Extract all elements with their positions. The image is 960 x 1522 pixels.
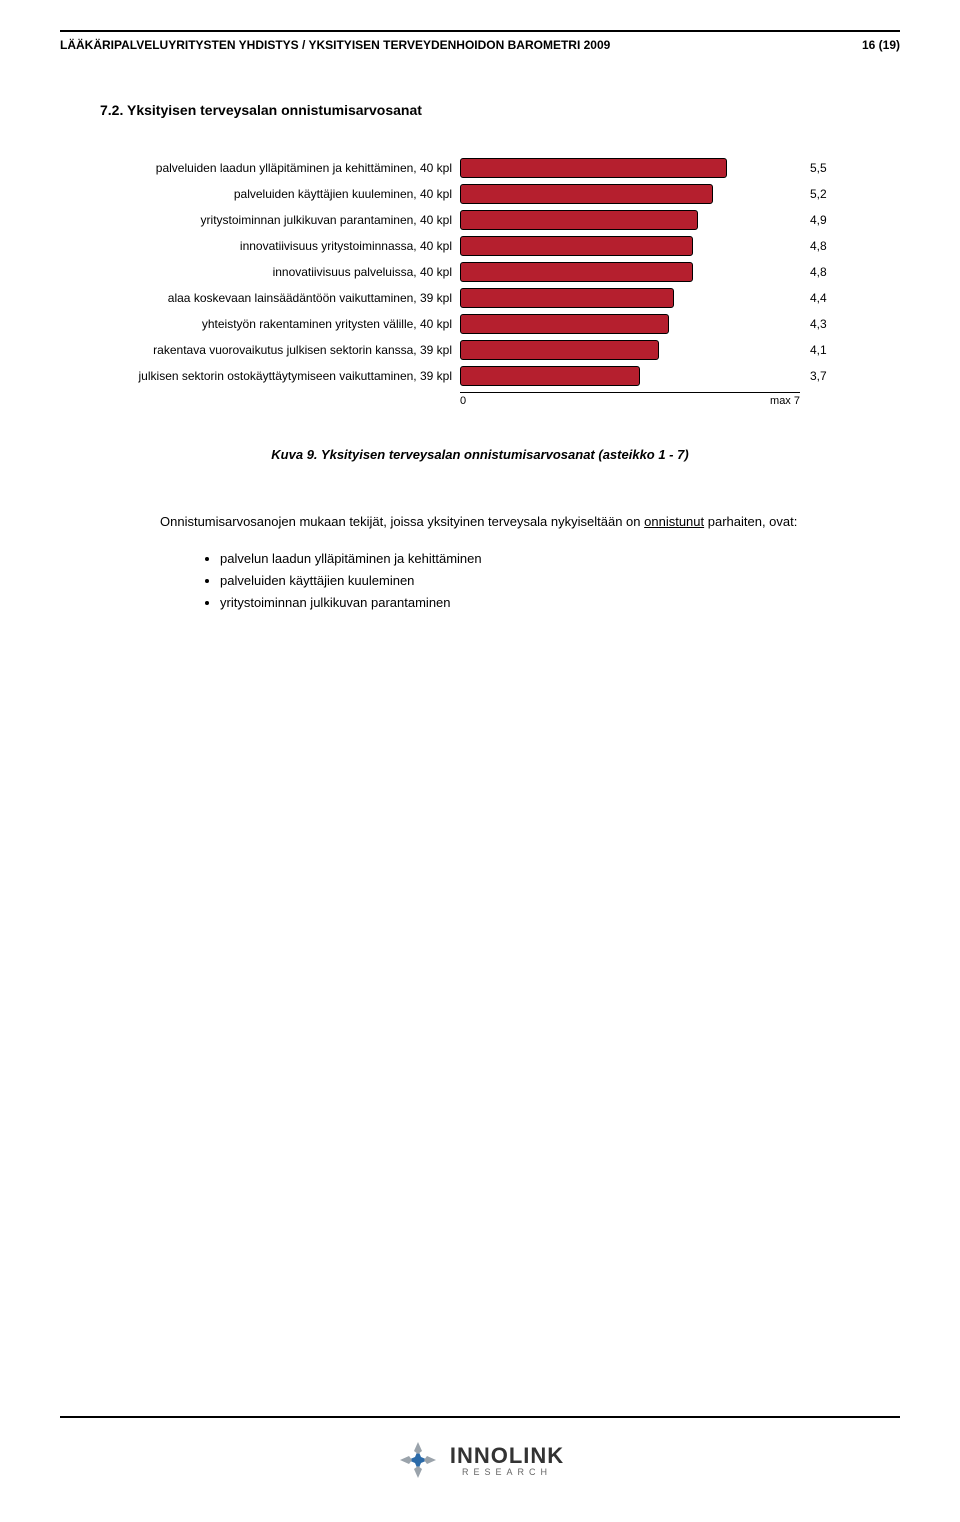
logo-icon [396,1438,440,1482]
chart-bar [460,262,693,282]
chart-row-label: alaa koskevaan lainsäädäntöön vaikuttami… [100,291,460,305]
chart-row-value: 4,3 [810,317,850,331]
bullet-item: yritystoiminnan julkikuvan parantaminen [220,592,900,614]
chart-bar [460,184,713,204]
chart-row-label: innovatiivisuus palveluissa, 40 kpl [100,265,460,279]
chart-row: innovatiivisuus yritystoiminnassa, 40 kp… [100,236,880,256]
chart-row-value: 4,9 [810,213,850,227]
underlined-word: onnistunut [644,514,704,529]
bullet-item: palveluiden käyttäjien kuuleminen [220,570,900,592]
chart-bar-track [460,158,800,178]
chart-row-value: 4,4 [810,291,850,305]
header-row: LÄÄKÄRIPALVELUYRITYSTEN YHDISTYS / YKSIT… [60,38,900,52]
chart-bar-track [460,184,800,204]
chart-axis: 0 max 7 [100,392,880,407]
bar-chart: palveluiden laadun ylläpitäminen ja kehi… [100,158,880,407]
logo-text-wrap: INNOLINK RESEARCH [450,1443,564,1477]
chart-bar [460,158,727,178]
chart-row: julkisen sektorin ostokäyttäytymiseen va… [100,366,880,386]
chart-row-label: rakentava vuorovaikutus julkisen sektori… [100,343,460,357]
chart-row-value: 4,1 [810,343,850,357]
chart-row: alaa koskevaan lainsäädäntöön vaikuttami… [100,288,880,308]
chart-row-value: 5,5 [810,161,850,175]
chart-row-value: 4,8 [810,265,850,279]
footer-logo: INNOLINK RESEARCH [60,1438,900,1482]
chart-row-value: 4,8 [810,239,850,253]
chart-bar [460,366,640,386]
chart-bar [460,210,698,230]
logo-subtext: RESEARCH [450,1467,564,1477]
chart-bar-track [460,288,800,308]
chart-bar-track [460,236,800,256]
header-rule [60,30,900,32]
chart-row: yhteistyön rakentaminen yritysten välill… [100,314,880,334]
chart-bar-track [460,262,800,282]
chart-row-label: yhteistyön rakentaminen yritysten välill… [100,317,460,331]
chart-bar-track [460,210,800,230]
axis-min-label: 0 [460,395,466,407]
chart-bar-track [460,366,800,386]
header-right: 16 (19) [862,38,900,52]
chart-row: innovatiivisuus palveluissa, 40 kpl 4,8 [100,262,880,282]
bullet-list: palvelun laadun ylläpitäminen ja kehittä… [220,548,900,614]
header-left: LÄÄKÄRIPALVELUYRITYSTEN YHDISTYS / YKSIT… [60,38,610,52]
axis-max-label: max 7 [770,395,800,407]
chart-row: rakentava vuorovaikutus julkisen sektori… [100,340,880,360]
chart-row-value: 5,2 [810,187,850,201]
chart-bar [460,288,674,308]
chart-row-label: innovatiivisuus yritystoiminnassa, 40 kp… [100,239,460,253]
logo-text: INNOLINK [450,1443,564,1469]
chart-bar [460,236,693,256]
footer-rule [60,1416,900,1418]
chart-row-value: 3,7 [810,369,850,383]
chart-bar [460,314,669,334]
chart-row-label: palveluiden käyttäjien kuuleminen, 40 kp… [100,187,460,201]
chart-bar-track [460,340,800,360]
chart-row: palveluiden käyttäjien kuuleminen, 40 kp… [100,184,880,204]
chart-row-label: julkisen sektorin ostokäyttäytymiseen va… [100,369,460,383]
chart-bar [460,340,659,360]
body-paragraph: Onnistumisarvosanojen mukaan tekijät, jo… [160,512,840,532]
chart-row: yritystoiminnan julkikuvan parantaminen,… [100,210,880,230]
chart-row: palveluiden laadun ylläpitäminen ja kehi… [100,158,880,178]
footer: INNOLINK RESEARCH [60,1416,900,1482]
figure-caption: Kuva 9. Yksityisen terveysalan onnistumi… [60,447,900,462]
bullet-item: palvelun laadun ylläpitäminen ja kehittä… [220,548,900,570]
chart-row-label: palveluiden laadun ylläpitäminen ja kehi… [100,161,460,175]
chart-row-label: yritystoiminnan julkikuvan parantaminen,… [100,213,460,227]
chart-bar-track [460,314,800,334]
section-title: 7.2. Yksityisen terveysalan onnistumisar… [100,102,900,118]
